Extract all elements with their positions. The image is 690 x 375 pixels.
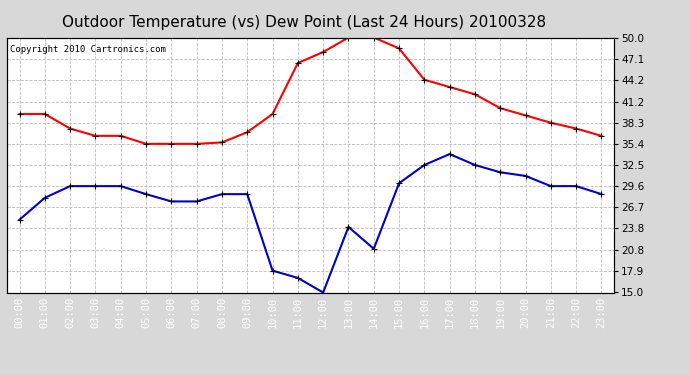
Text: 13:00: 13:00 (344, 296, 353, 327)
Text: 07:00: 07:00 (192, 296, 201, 327)
Text: 08:00: 08:00 (217, 296, 227, 327)
Text: 04:00: 04:00 (116, 296, 126, 327)
Text: 00:00: 00:00 (14, 296, 25, 327)
Text: 20:00: 20:00 (520, 296, 531, 327)
Text: 21:00: 21:00 (546, 296, 556, 327)
Text: 12:00: 12:00 (318, 296, 328, 327)
Text: 16:00: 16:00 (420, 296, 429, 327)
Text: 06:00: 06:00 (166, 296, 177, 327)
Text: 15:00: 15:00 (394, 296, 404, 327)
Text: Outdoor Temperature (vs) Dew Point (Last 24 Hours) 20100328: Outdoor Temperature (vs) Dew Point (Last… (61, 15, 546, 30)
Text: 17:00: 17:00 (444, 296, 455, 327)
Text: 19:00: 19:00 (495, 296, 505, 327)
Text: 10:00: 10:00 (268, 296, 277, 327)
Text: 11:00: 11:00 (293, 296, 303, 327)
Text: 01:00: 01:00 (40, 296, 50, 327)
Text: 23:00: 23:00 (596, 296, 607, 327)
Text: 22:00: 22:00 (571, 296, 581, 327)
Text: 02:00: 02:00 (65, 296, 75, 327)
Text: Copyright 2010 Cartronics.com: Copyright 2010 Cartronics.com (10, 45, 166, 54)
Text: 05:00: 05:00 (141, 296, 151, 327)
Text: 09:00: 09:00 (242, 296, 253, 327)
Text: 03:00: 03:00 (90, 296, 101, 327)
Text: 18:00: 18:00 (470, 296, 480, 327)
Text: 14:00: 14:00 (368, 296, 379, 327)
